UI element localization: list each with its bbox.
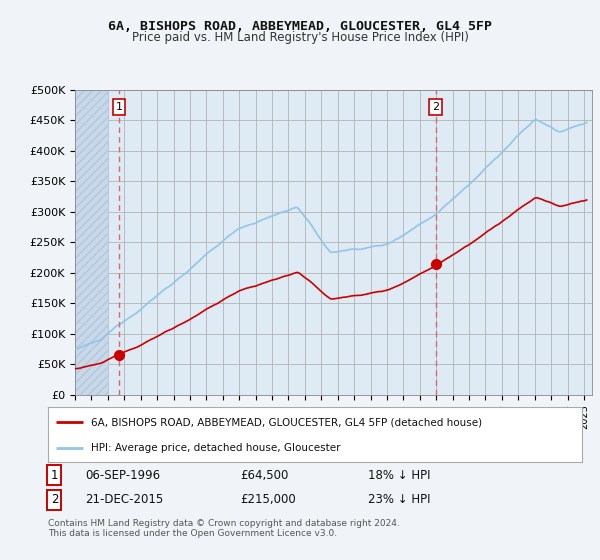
Text: £64,500: £64,500 bbox=[240, 469, 289, 482]
Text: 21-DEC-2015: 21-DEC-2015 bbox=[85, 493, 164, 506]
Text: 2: 2 bbox=[432, 102, 439, 112]
Text: 23% ↓ HPI: 23% ↓ HPI bbox=[368, 493, 431, 506]
Text: 1: 1 bbox=[116, 102, 122, 112]
Text: 18% ↓ HPI: 18% ↓ HPI bbox=[368, 469, 431, 482]
Bar bbox=[75, 90, 108, 395]
Text: Contains HM Land Registry data © Crown copyright and database right 2024.
This d: Contains HM Land Registry data © Crown c… bbox=[48, 519, 400, 538]
Text: £215,000: £215,000 bbox=[240, 493, 296, 506]
Text: 06-SEP-1996: 06-SEP-1996 bbox=[85, 469, 161, 482]
Text: 2: 2 bbox=[50, 493, 58, 506]
Text: 6A, BISHOPS ROAD, ABBEYMEAD, GLOUCESTER, GL4 5FP: 6A, BISHOPS ROAD, ABBEYMEAD, GLOUCESTER,… bbox=[108, 20, 492, 32]
Text: Price paid vs. HM Land Registry's House Price Index (HPI): Price paid vs. HM Land Registry's House … bbox=[131, 31, 469, 44]
Text: 1: 1 bbox=[50, 469, 58, 482]
Text: HPI: Average price, detached house, Gloucester: HPI: Average price, detached house, Glou… bbox=[91, 444, 340, 453]
Text: 6A, BISHOPS ROAD, ABBEYMEAD, GLOUCESTER, GL4 5FP (detached house): 6A, BISHOPS ROAD, ABBEYMEAD, GLOUCESTER,… bbox=[91, 418, 482, 427]
